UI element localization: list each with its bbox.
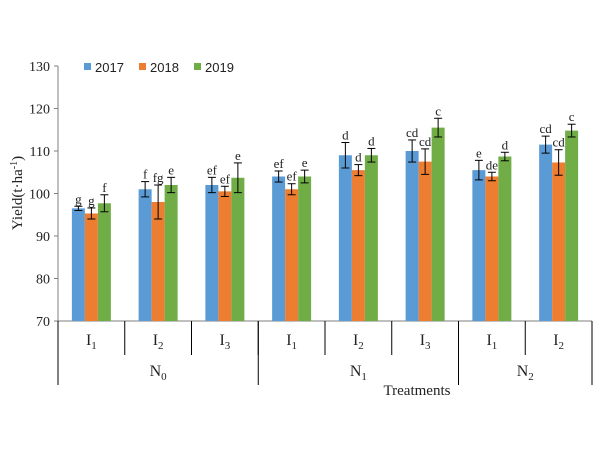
y-tick-label: 100: [29, 188, 50, 203]
significance-letter: f: [102, 180, 107, 195]
bar: [138, 189, 152, 321]
significance-letter: g: [88, 193, 95, 208]
significance-letter: g: [75, 191, 82, 206]
category-label: I3: [219, 332, 230, 352]
bar: [218, 191, 232, 321]
bar: [351, 170, 365, 321]
bar: [231, 177, 245, 321]
significance-letter: ef: [287, 169, 298, 184]
category-label: I1: [286, 332, 297, 352]
bar: [272, 176, 286, 321]
chart-legend: 2017 2018 2019: [84, 60, 234, 75]
legend-label: 2019: [205, 60, 234, 75]
significance-letter: d: [355, 150, 362, 165]
y-tick-label: 110: [30, 145, 50, 160]
significance-letter: d: [368, 133, 375, 148]
significance-letter: ef: [220, 171, 231, 186]
significance-letter: fg: [153, 170, 164, 185]
bar: [97, 203, 111, 321]
bar: [418, 161, 432, 321]
bar: [71, 208, 85, 321]
bar: [84, 213, 98, 321]
y-tick-label: 130: [29, 60, 50, 75]
chart-error-bars: [74, 117, 576, 220]
significance-letter: cd: [539, 121, 552, 136]
legend-swatch: [84, 63, 91, 70]
bar: [298, 176, 312, 321]
significance-letter: e: [302, 155, 308, 170]
group-label: N1: [350, 363, 367, 383]
legend-swatch: [139, 63, 146, 70]
y-tick-label: 120: [29, 103, 50, 118]
bar: [498, 156, 512, 321]
bar: [364, 155, 378, 321]
y-tick-label: 90: [36, 230, 50, 245]
group-label: N2: [517, 363, 534, 383]
legend-label: 2018: [150, 60, 179, 75]
legend-label: 2017: [95, 60, 124, 75]
significance-letter: c: [435, 103, 441, 118]
chart-x-categories: I1 I2 I3 I1 I2 I3 I1 I2 N0 N1 N2: [57, 321, 593, 385]
legend-swatch: [194, 63, 201, 70]
significance-letter: ef: [207, 162, 218, 177]
category-label: I3: [420, 332, 431, 352]
significance-letter: cd: [406, 125, 419, 140]
significance-letter: d: [342, 128, 349, 143]
bar: [539, 144, 553, 321]
y-axis-title: Yield(t·ha-1): [9, 156, 26, 230]
category-label: I2: [153, 332, 164, 352]
bar: [472, 170, 486, 321]
significance-letter: e: [168, 162, 174, 177]
bar: [485, 176, 499, 321]
bar: [338, 155, 352, 321]
bar: [552, 162, 566, 321]
y-tick-label: 80: [36, 273, 50, 288]
bar: [405, 151, 419, 321]
bar: [164, 185, 178, 321]
significance-letter: c: [569, 109, 575, 124]
bar: [151, 202, 165, 321]
significance-letter: e: [476, 145, 482, 160]
bar: [431, 127, 445, 321]
category-label: I1: [86, 332, 97, 352]
bar: [285, 189, 299, 321]
significance-letter: e: [235, 148, 241, 163]
y-tick-label: 70: [36, 315, 50, 330]
group-label: N0: [150, 363, 168, 383]
significance-letter: cd: [419, 134, 432, 149]
significance-letter: f: [143, 167, 148, 182]
bar: [565, 130, 579, 321]
bar: [205, 185, 219, 321]
category-label: I2: [553, 332, 564, 352]
chart-bars: [71, 127, 579, 321]
significance-letter: de: [486, 157, 499, 172]
significance-letter: cd: [552, 135, 565, 150]
category-label: I2: [353, 332, 364, 352]
x-axis-title: Treatments: [384, 383, 451, 399]
significance-letter: ef: [274, 156, 285, 171]
category-label: I1: [486, 332, 497, 352]
significance-letter: d: [502, 137, 509, 152]
